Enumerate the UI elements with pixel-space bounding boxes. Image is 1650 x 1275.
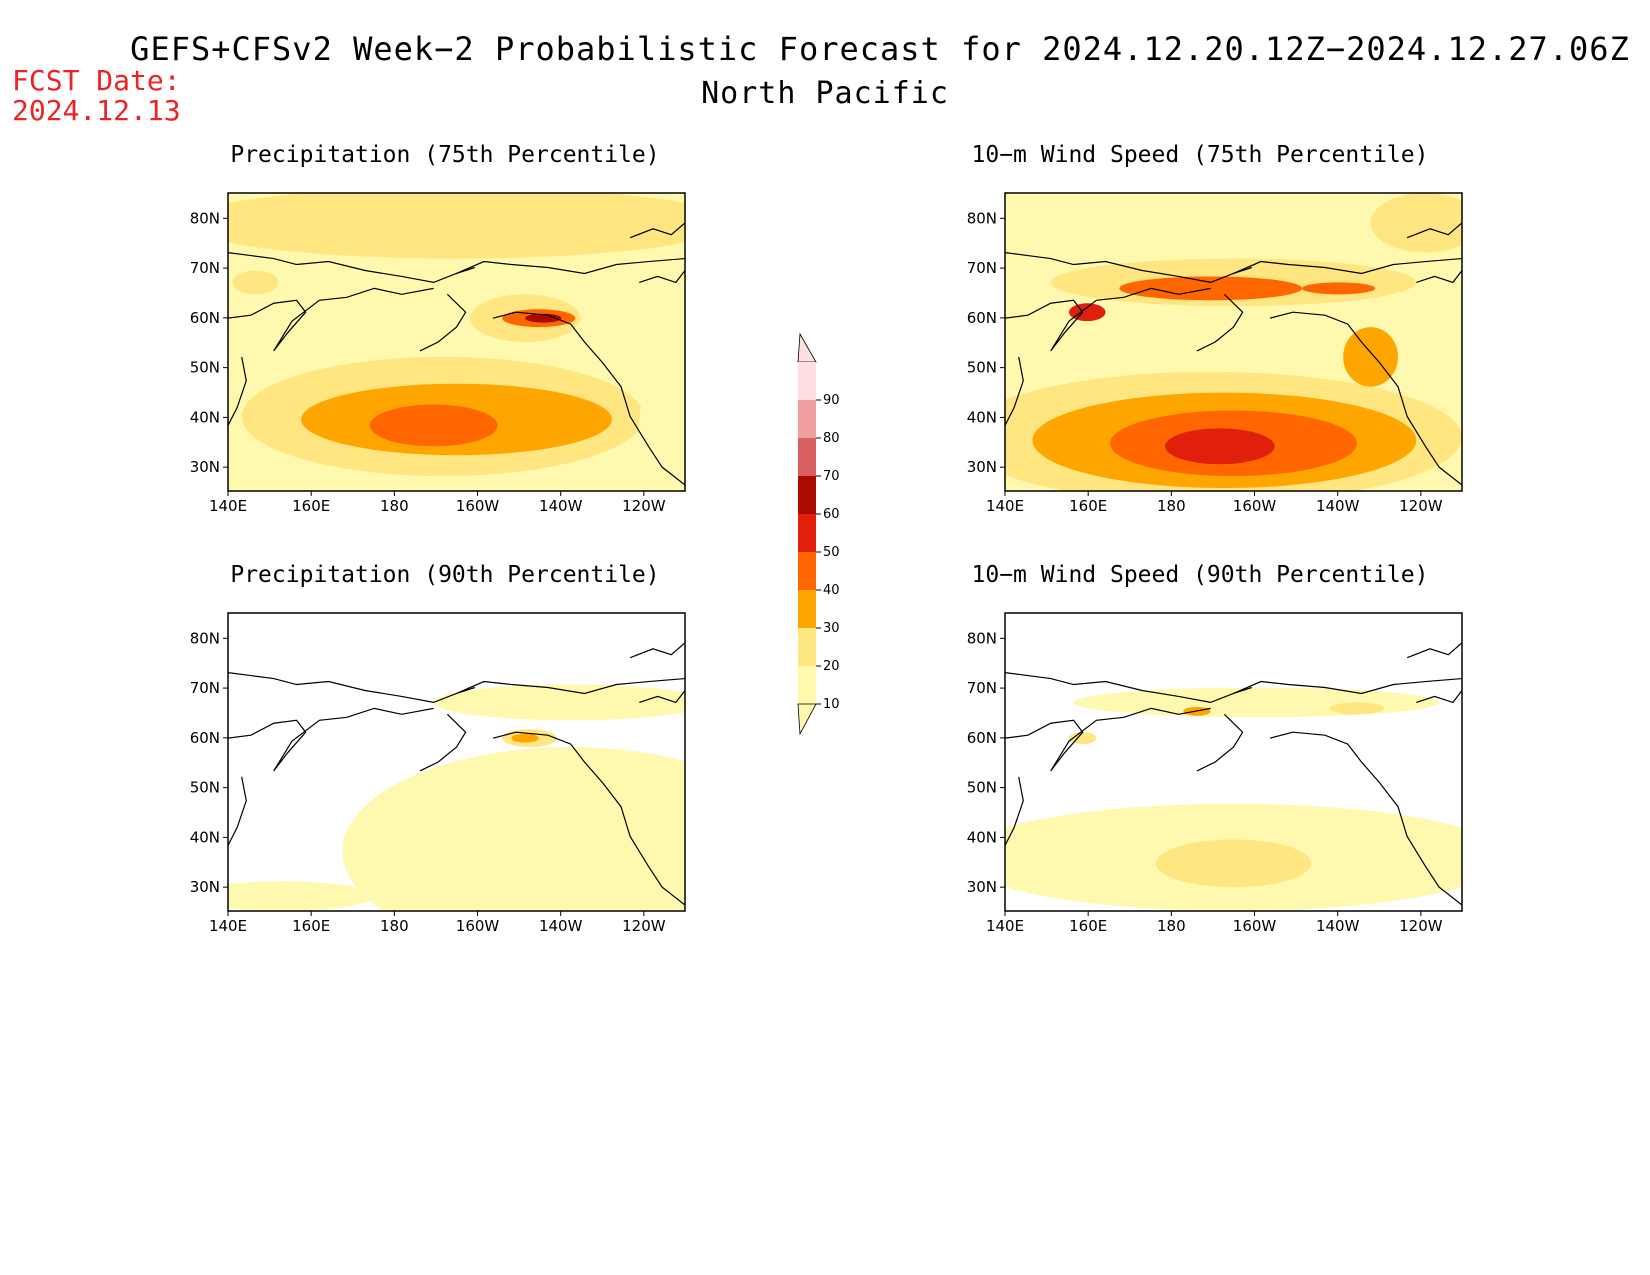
- lat-label: 70N: [967, 679, 997, 697]
- map-precip-75: 80N 70N 60N 50N 40N 30N 140E 160E 180 160W 140W 120…: [190, 192, 686, 515]
- lat-label: 80N: [967, 629, 997, 647]
- lat-label: 60N: [190, 729, 220, 747]
- map-wind-75: 80N 70N 60N 50N 40N 30N 140E 160E 180 160W 140W 120…: [967, 192, 1463, 515]
- lat-label: 50N: [190, 779, 220, 797]
- lon-label: 140E: [209, 497, 247, 515]
- lon-label: 160W: [456, 497, 500, 515]
- lat-label: 40N: [190, 408, 220, 426]
- colorbar-label: 30: [823, 621, 840, 636]
- lon-label: 140W: [539, 497, 583, 515]
- main-title: GEFS+CFSv2 Week−2 Probabilistic Forecast…: [130, 30, 1630, 68]
- fcst-date-value: 2024.12.13: [12, 94, 181, 127]
- colorbar-label: 80: [823, 431, 840, 446]
- colorbar-bin: [798, 362, 816, 400]
- lon-label: 180: [380, 917, 409, 935]
- lon-label: 160E: [292, 497, 330, 515]
- lon-label: 180: [1157, 497, 1186, 515]
- map-wind-90: 80N 70N 60N 50N 40N 30N 140E 160E 180 160W 140W 120…: [967, 612, 1463, 935]
- colorbar-label: 20: [823, 659, 840, 674]
- lon-label: 140W: [1316, 917, 1360, 935]
- lat-label: 60N: [967, 309, 997, 327]
- panel-title-precip-75: Precipitation (75th Percentile): [230, 142, 660, 168]
- lon-label: 120W: [622, 917, 666, 935]
- colorbar-label: 10: [823, 697, 840, 712]
- colorbar: 10 20 30 40 50 60 70 80 90: [797, 332, 840, 736]
- lat-label: 30N: [190, 458, 220, 476]
- lon-label: 160W: [456, 917, 500, 935]
- colorbar-bin: [798, 666, 816, 704]
- lat-label: 60N: [190, 309, 220, 327]
- region-subtitle: North Pacific: [701, 76, 949, 111]
- map-precip-90: 80N 70N 60N 50N 40N 30N 140E 160E 180 160W 140W 120…: [190, 612, 686, 935]
- colorbar-bin: [798, 514, 816, 552]
- lat-label: 30N: [967, 878, 997, 896]
- lat-label: 30N: [190, 878, 220, 896]
- lon-label: 160W: [1233, 497, 1277, 515]
- colorbar-bin: [798, 628, 816, 666]
- colorbar-bin: [798, 400, 816, 438]
- lat-label: 30N: [967, 458, 997, 476]
- lon-label: 140E: [986, 917, 1024, 935]
- colorbar-bin: [798, 438, 816, 476]
- colorbar-label: 60: [823, 507, 840, 522]
- colorbar-bin: [798, 476, 816, 514]
- colorbar-label: 90: [823, 393, 840, 408]
- lon-label: 120W: [622, 497, 666, 515]
- lon-label: 180: [1157, 917, 1186, 935]
- panel-title-precip-90: Precipitation (90th Percentile): [230, 562, 660, 588]
- lat-label: 40N: [967, 408, 997, 426]
- lat-label: 70N: [967, 259, 997, 277]
- colorbar-label: 50: [823, 545, 840, 560]
- lon-label: 120W: [1399, 497, 1443, 515]
- lat-label: 50N: [967, 359, 997, 377]
- lon-label: 160W: [1233, 917, 1277, 935]
- lon-label: 140W: [539, 917, 583, 935]
- colorbar-label: 40: [823, 583, 840, 598]
- lat-label: 70N: [190, 259, 220, 277]
- lat-label: 80N: [967, 209, 997, 227]
- lat-label: 50N: [190, 359, 220, 377]
- lon-label: 140E: [209, 917, 247, 935]
- lon-label: 160E: [1069, 497, 1107, 515]
- lat-label: 70N: [190, 679, 220, 697]
- lon-label: 180: [380, 497, 409, 515]
- panel-title-wind-75: 10−m Wind Speed (75th Percentile): [971, 142, 1429, 168]
- lon-label: 160E: [1069, 917, 1107, 935]
- lat-label: 40N: [190, 828, 220, 846]
- lon-label: 140W: [1316, 497, 1360, 515]
- lon-label: 160E: [292, 917, 330, 935]
- lon-label: 140E: [986, 497, 1024, 515]
- lat-label: 80N: [190, 209, 220, 227]
- lon-label: 120W: [1399, 917, 1443, 935]
- colorbar-label: 70: [823, 469, 840, 484]
- lat-label: 60N: [967, 729, 997, 747]
- lat-label: 50N: [967, 779, 997, 797]
- panel-title-wind-90: 10−m Wind Speed (90th Percentile): [971, 562, 1429, 588]
- lat-label: 80N: [190, 629, 220, 647]
- colorbar-bin: [798, 590, 816, 628]
- fcst-date-label: FCST Date:: [12, 64, 181, 97]
- colorbar-bin: [798, 552, 816, 590]
- forecast-date-block: FCST Date: 2024.12.13: [12, 66, 181, 126]
- lat-label: 40N: [967, 828, 997, 846]
